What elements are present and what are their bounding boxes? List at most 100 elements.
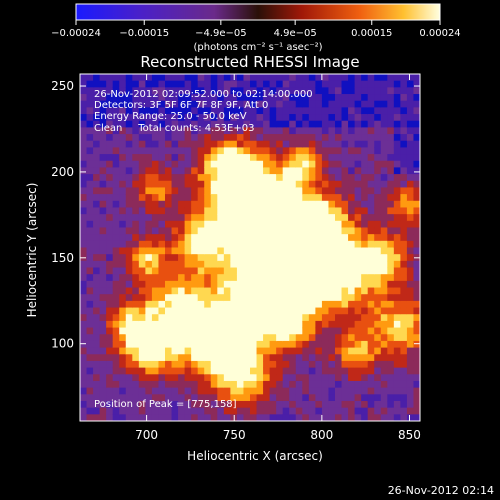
heatmap-cell bbox=[328, 134, 336, 142]
heatmap-cell bbox=[178, 140, 186, 149]
heatmap-cell bbox=[335, 227, 343, 235]
heatmap-cell bbox=[106, 307, 114, 315]
heatmap-cell bbox=[308, 194, 316, 202]
heatmap-cell bbox=[99, 167, 107, 175]
heatmap-cell bbox=[361, 240, 369, 249]
heatmap-cell bbox=[276, 367, 284, 375]
heatmap-cell bbox=[328, 107, 336, 115]
heatmap-cell bbox=[125, 274, 133, 282]
heatmap-cell bbox=[86, 327, 94, 335]
heatmap-cell bbox=[406, 414, 415, 421]
heatmap-cell bbox=[184, 367, 192, 375]
heatmap-cell bbox=[400, 374, 408, 382]
heatmap-cell bbox=[171, 147, 179, 155]
heatmap-cell bbox=[374, 127, 382, 135]
heatmap-cell bbox=[367, 207, 375, 215]
heatmap-cell bbox=[289, 367, 297, 375]
heatmap-cell bbox=[393, 74, 401, 82]
heatmap-cell bbox=[86, 187, 94, 195]
heatmap-cell bbox=[282, 74, 290, 82]
heatmap-cell bbox=[165, 134, 173, 142]
heatmap-cell bbox=[243, 274, 251, 282]
heatmap-cell bbox=[125, 227, 133, 235]
heatmap-cell bbox=[145, 180, 153, 189]
heatmap-cell bbox=[400, 134, 408, 142]
heatmap-cell bbox=[367, 154, 375, 162]
heatmap-cell bbox=[151, 100, 160, 108]
heatmap-cell bbox=[119, 260, 127, 269]
heatmap-cell bbox=[328, 267, 336, 275]
heatmap-cell bbox=[138, 100, 146, 108]
heatmap-cell bbox=[112, 107, 120, 115]
heatmap-cell bbox=[256, 200, 264, 209]
heatmap-cell bbox=[400, 327, 408, 335]
heatmap-cell bbox=[361, 140, 369, 149]
heatmap-cell bbox=[243, 87, 251, 95]
heatmap-cell bbox=[282, 374, 290, 382]
heatmap-cell bbox=[151, 120, 160, 128]
heatmap-cell bbox=[210, 120, 218, 128]
heatmap-cell bbox=[400, 254, 408, 262]
heatmap-cell bbox=[341, 260, 349, 269]
heatmap-cell bbox=[393, 294, 401, 302]
heatmap-cell bbox=[380, 87, 388, 95]
heatmap-cell bbox=[354, 374, 362, 382]
heatmap-cell bbox=[132, 260, 140, 269]
heatmap-cell bbox=[165, 280, 173, 289]
heatmap-cell bbox=[184, 247, 192, 255]
heatmap-cell bbox=[393, 400, 401, 409]
heatmap-cell bbox=[99, 134, 107, 142]
heatmap-cell bbox=[250, 340, 258, 349]
heatmap-cell bbox=[321, 147, 330, 155]
heatmap-cell bbox=[367, 367, 375, 375]
heatmap-cell bbox=[99, 154, 107, 162]
heatmap-cell bbox=[80, 187, 88, 195]
heatmap-cell bbox=[263, 287, 271, 295]
heatmap-cell bbox=[387, 327, 395, 335]
heatmap-cell bbox=[145, 407, 153, 415]
heatmap-cell bbox=[413, 240, 420, 249]
heatmap-cell bbox=[132, 194, 140, 202]
heatmap-cell bbox=[112, 174, 120, 182]
heatmap-cell bbox=[197, 240, 205, 249]
heatmap-cell bbox=[80, 214, 88, 222]
heatmap-cell bbox=[178, 247, 186, 255]
heatmap-cell bbox=[106, 227, 114, 235]
heatmap-cell bbox=[328, 214, 336, 222]
heatmap-cell bbox=[315, 414, 323, 421]
heatmap-cell bbox=[112, 414, 120, 421]
heatmap-cell bbox=[151, 107, 160, 115]
heatmap-cell bbox=[132, 160, 140, 169]
heatmap-cell bbox=[276, 94, 284, 102]
heatmap-cell bbox=[367, 94, 375, 102]
heatmap-cell bbox=[171, 107, 179, 115]
heatmap-cell bbox=[335, 274, 343, 282]
heatmap-cell bbox=[400, 187, 408, 195]
heatmap-cell bbox=[315, 320, 323, 329]
heatmap-cell bbox=[361, 227, 369, 235]
heatmap-cell bbox=[354, 327, 362, 335]
heatmap-cell bbox=[178, 154, 186, 162]
heatmap-cell bbox=[374, 387, 382, 395]
heatmap-cell bbox=[80, 167, 88, 175]
heatmap-cell bbox=[400, 220, 408, 229]
heatmap-cell bbox=[380, 134, 388, 142]
heatmap-cell bbox=[328, 94, 336, 102]
heatmap-cell bbox=[184, 194, 192, 202]
heatmap-cell bbox=[256, 360, 264, 369]
heatmap-cell bbox=[158, 120, 166, 128]
heatmap-cell bbox=[171, 154, 179, 162]
heatmap-cell bbox=[354, 414, 362, 421]
heatmap-cell bbox=[289, 267, 297, 275]
heatmap-cell bbox=[335, 174, 343, 182]
heatmap-cell bbox=[354, 254, 362, 262]
heatmap-cell bbox=[165, 187, 173, 195]
heatmap-cell bbox=[223, 287, 231, 295]
heatmap-cell bbox=[374, 80, 382, 88]
heatmap-cell bbox=[191, 267, 199, 275]
heatmap-cell bbox=[197, 174, 205, 182]
heatmap-cell bbox=[191, 174, 199, 182]
heatmap-cell bbox=[80, 414, 88, 421]
heatmap-cell bbox=[210, 347, 218, 355]
heatmap-cell bbox=[295, 307, 303, 315]
